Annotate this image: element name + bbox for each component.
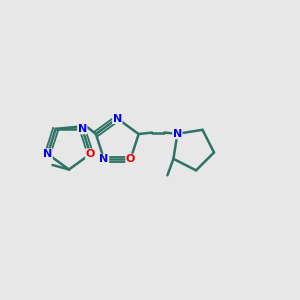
Text: N: N	[112, 113, 122, 124]
Text: N: N	[173, 129, 182, 139]
Text: O: O	[126, 154, 135, 164]
Text: N: N	[43, 149, 52, 159]
Text: N: N	[78, 124, 87, 134]
Text: O: O	[86, 149, 95, 159]
Text: N: N	[99, 154, 109, 164]
